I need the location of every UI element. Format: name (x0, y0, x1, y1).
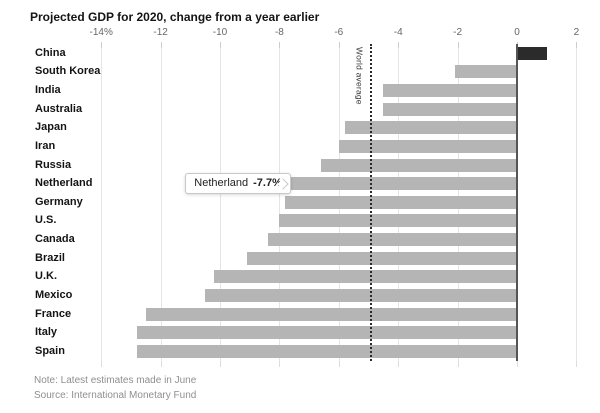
category-label: Brazil (35, 251, 65, 264)
category-label: Australia (35, 102, 83, 115)
bar-south-korea[interactable] (454, 65, 517, 79)
bar-brazil[interactable] (246, 251, 517, 265)
chart-title: Projected GDP for 2020, change from a ye… (30, 10, 320, 24)
world-average-line (370, 44, 373, 361)
x-tick-mark-top (457, 42, 459, 48)
bar-mexico[interactable] (205, 289, 517, 302)
bar-italy[interactable] (136, 326, 517, 340)
x-tick-mark-bottom (398, 361, 400, 367)
bar-u-s-[interactable] (279, 214, 517, 228)
bar-china[interactable] (517, 46, 547, 60)
world-average-label: World average (354, 47, 365, 105)
grid-line (279, 44, 281, 361)
x-tick-label: -8 (274, 27, 284, 38)
grid-line (160, 44, 162, 361)
x-tick-mark-bottom (517, 361, 518, 367)
category-label: Germany (35, 195, 83, 208)
bar-netherland[interactable] (288, 177, 517, 191)
category-label: Mexico (35, 289, 73, 301)
tooltip-country: Netherland (194, 176, 249, 189)
x-tick-mark-bottom (338, 361, 340, 367)
x-tick-mark-bottom (279, 361, 281, 367)
x-tick-mark-top (279, 42, 281, 48)
category-label: U.K. (35, 270, 57, 283)
category-label: South Korea (35, 65, 101, 78)
x-tick-mark-bottom (101, 361, 103, 367)
x-tick-label: -2 (453, 27, 463, 38)
category-label: France (35, 307, 72, 320)
bar-japan[interactable] (344, 121, 517, 135)
chart-source: Source: International Monetary Fund (34, 390, 197, 401)
bar-germany[interactable] (285, 195, 517, 209)
x-tick-mark-top (398, 42, 400, 48)
x-tick-label: -10 (212, 27, 228, 38)
x-tick-mark-bottom (457, 361, 459, 367)
grid-line (101, 44, 103, 361)
bar-france[interactable] (145, 307, 517, 321)
bar-u-k-[interactable] (214, 270, 517, 284)
bar-russia[interactable] (320, 158, 517, 172)
category-label: Italy (35, 326, 58, 339)
category-label: China (35, 46, 66, 59)
bar-india[interactable] (383, 84, 517, 98)
x-tick-mark-top (220, 42, 221, 48)
chart-note: Note: Latest estimates made in June (34, 375, 197, 386)
category-label: U.S. (35, 214, 57, 227)
tooltip-value: -7.7% (253, 176, 282, 189)
x-tick-mark-bottom (160, 361, 162, 367)
bar-iran[interactable] (338, 139, 517, 153)
x-tick-mark-top (101, 42, 103, 48)
bar-canada[interactable] (267, 233, 517, 247)
x-tick-label: -4 (393, 27, 403, 38)
category-label: Japan (35, 121, 67, 134)
x-tick-label: 0 (514, 27, 520, 38)
bar-australia[interactable] (383, 102, 517, 116)
category-label: India (35, 84, 61, 97)
x-tick-label: -14% (89, 27, 113, 38)
x-tick-mark-bottom (576, 361, 578, 367)
zero-axis-line (516, 44, 518, 361)
x-tick-mark-top (576, 42, 578, 48)
bar-spain[interactable] (136, 344, 517, 358)
tooltip: Netherland -7.7% (185, 172, 291, 194)
x-tick-mark-top (338, 42, 340, 48)
category-label: Iran (35, 139, 56, 152)
grid-line (576, 44, 578, 361)
x-tick-label: -6 (334, 27, 344, 38)
x-tick-mark-top (160, 42, 162, 48)
category-label: Spain (35, 344, 65, 357)
x-tick-mark-bottom (220, 361, 221, 367)
category-label: Netherland (35, 177, 93, 190)
category-label: Canada (35, 233, 75, 246)
grid-line (220, 44, 221, 361)
x-tick-label: 2 (573, 27, 580, 38)
x-tick-label: -12 (153, 27, 168, 38)
category-label: Russia (35, 158, 72, 171)
